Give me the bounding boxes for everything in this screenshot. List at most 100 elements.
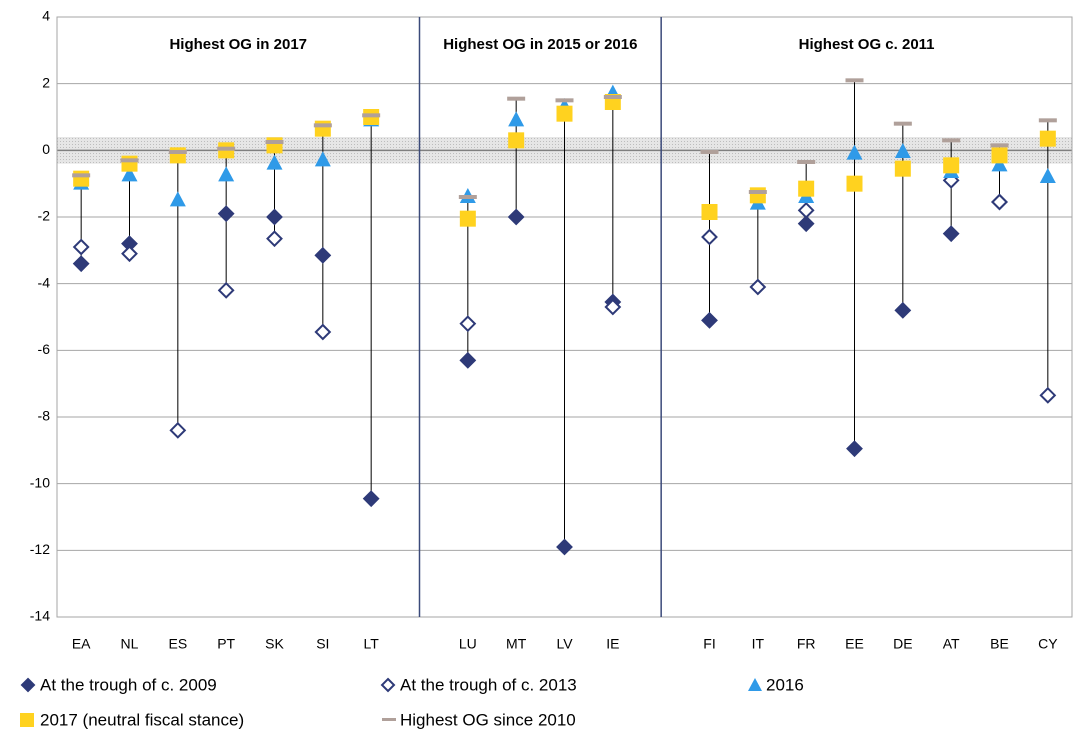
dash-marker bbox=[458, 195, 477, 199]
diamond-marker bbox=[991, 193, 1008, 211]
diamond-marker bbox=[314, 246, 332, 264]
dash-marker bbox=[700, 150, 719, 154]
square-marker bbox=[798, 180, 815, 197]
legend-label: 2017 (neutral fiscal stance) bbox=[40, 710, 244, 729]
diamond-marker bbox=[894, 301, 912, 319]
dash-marker bbox=[120, 158, 139, 163]
x-tick-label: PT bbox=[217, 636, 235, 652]
triangle-marker bbox=[1039, 168, 1056, 183]
diamond-marker bbox=[266, 208, 283, 226]
x-tick-label: MT bbox=[506, 636, 527, 652]
square-marker bbox=[991, 147, 1008, 164]
square-marker bbox=[749, 187, 766, 204]
dash-marker bbox=[603, 95, 622, 99]
diamond-marker bbox=[701, 311, 718, 329]
group-label: Highest OG in 2015 or 2016 bbox=[443, 36, 637, 53]
x-tick-label: ES bbox=[168, 636, 187, 652]
y-tick-label: -4 bbox=[38, 274, 51, 290]
diamond-marker bbox=[797, 215, 815, 233]
triangle-marker bbox=[266, 154, 283, 170]
diamond-marker bbox=[217, 205, 235, 223]
diamond-marker bbox=[121, 245, 138, 263]
diamond-marker bbox=[72, 255, 90, 273]
dash-marker bbox=[1038, 118, 1057, 123]
square-marker bbox=[459, 210, 476, 227]
dash-marker bbox=[893, 121, 912, 126]
legend-marker bbox=[382, 718, 396, 721]
diamond-marker bbox=[459, 351, 477, 369]
diamond-marker bbox=[169, 421, 187, 439]
triangle-marker bbox=[121, 166, 138, 182]
x-tick-label: EE bbox=[845, 636, 864, 652]
square-marker bbox=[121, 155, 138, 172]
square-marker bbox=[266, 137, 283, 154]
diamond-marker bbox=[314, 323, 332, 341]
diamond-marker bbox=[362, 490, 380, 508]
x-tick-label: FR bbox=[797, 636, 816, 652]
diamond-marker bbox=[459, 315, 477, 333]
dash-marker bbox=[72, 173, 91, 178]
dash-marker bbox=[942, 138, 961, 143]
dash-marker bbox=[168, 150, 187, 154]
dash-marker bbox=[217, 146, 236, 151]
legend-label: At the trough of c. 2013 bbox=[400, 675, 577, 694]
x-tick-label: CY bbox=[1038, 636, 1058, 652]
diamond-marker bbox=[266, 230, 283, 248]
triangle-marker bbox=[991, 156, 1008, 172]
y-tick-label: 0 bbox=[42, 141, 50, 157]
dash-marker bbox=[845, 78, 864, 83]
y-tick-label: -10 bbox=[30, 474, 50, 490]
square-marker bbox=[701, 204, 718, 220]
diamond-marker bbox=[797, 201, 815, 219]
triangle-marker bbox=[218, 166, 235, 182]
square-marker bbox=[314, 120, 331, 137]
dash-marker bbox=[362, 113, 381, 118]
triangle-marker bbox=[314, 151, 331, 167]
diamond-marker bbox=[1039, 386, 1057, 404]
triangle-marker bbox=[846, 144, 863, 160]
triangle-marker bbox=[508, 111, 525, 127]
dash-marker bbox=[313, 123, 332, 128]
group-label: Highest OG c. 2011 bbox=[799, 36, 935, 53]
group-label: Highest OG in 2017 bbox=[169, 36, 307, 53]
x-tick-label: SK bbox=[265, 636, 284, 652]
diamond-marker bbox=[556, 538, 573, 556]
x-tick-label: NL bbox=[121, 636, 139, 652]
square-marker bbox=[943, 157, 960, 174]
dash-marker bbox=[990, 143, 1009, 148]
dash-marker bbox=[507, 96, 526, 101]
x-tick-label: SI bbox=[316, 636, 329, 652]
x-tick-label: BE bbox=[990, 636, 1009, 652]
x-tick-label: AT bbox=[943, 636, 960, 652]
y-tick-label: 4 bbox=[42, 8, 50, 24]
x-tick-label: IT bbox=[752, 636, 765, 652]
legend-marker bbox=[20, 677, 36, 693]
x-tick-label: FI bbox=[703, 636, 715, 652]
legend-label: At the trough of c. 2009 bbox=[40, 675, 217, 694]
square-marker bbox=[73, 170, 90, 187]
square-marker bbox=[556, 105, 573, 122]
square-marker bbox=[894, 160, 911, 177]
x-tick-label: IE bbox=[606, 636, 619, 652]
legend-marker bbox=[748, 678, 762, 691]
plot-frame bbox=[56, 16, 1073, 618]
triangle-marker bbox=[169, 191, 186, 207]
diamond-marker bbox=[701, 228, 718, 246]
y-tick-label: -6 bbox=[38, 341, 51, 357]
x-tick-label: LV bbox=[556, 636, 573, 652]
dash-marker bbox=[265, 140, 284, 144]
x-tick-label: LU bbox=[459, 636, 477, 652]
legend-label: Highest OG since 2010 bbox=[400, 710, 576, 729]
triangle-marker bbox=[894, 143, 911, 158]
x-tick-label: DE bbox=[893, 636, 912, 652]
legend-marker bbox=[380, 677, 396, 693]
diamond-marker bbox=[749, 278, 767, 296]
legend-label: 2016 bbox=[766, 675, 804, 694]
diamond-marker bbox=[942, 225, 960, 243]
dash-marker bbox=[797, 160, 816, 164]
square-marker bbox=[846, 175, 863, 192]
square-marker bbox=[508, 132, 525, 149]
square-marker bbox=[169, 147, 186, 164]
dash-marker bbox=[748, 190, 767, 194]
y-tick-label: -2 bbox=[38, 208, 51, 224]
